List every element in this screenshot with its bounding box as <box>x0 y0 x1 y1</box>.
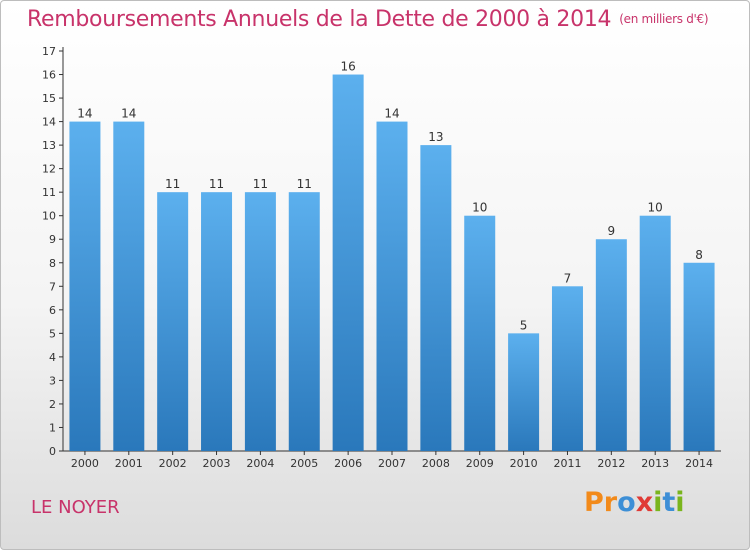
bar-2009 <box>464 215 496 451</box>
data-label-2014: 8 <box>695 248 703 262</box>
y-tick-label: 12 <box>42 163 56 176</box>
y-tick-label: 8 <box>49 257 56 270</box>
data-label-2008: 13 <box>428 130 443 144</box>
logo-letter: i <box>675 487 685 518</box>
bar-2003 <box>201 192 233 452</box>
y-tick-label: 0 <box>49 445 56 458</box>
bar-2010 <box>508 333 540 451</box>
x-tick-label: 2011 <box>553 457 581 470</box>
x-tick-label: 2000 <box>71 457 99 470</box>
x-tick-label: 2007 <box>378 457 406 470</box>
chart-title-text: Remboursements Annuels de la Dette de 20… <box>27 7 612 32</box>
y-tick-label: 14 <box>42 116 56 129</box>
logo-letter: x <box>635 487 654 518</box>
x-tick-label: 2014 <box>685 457 713 470</box>
bar-2014 <box>683 262 715 451</box>
data-label-2001: 14 <box>121 107 136 121</box>
x-tick-label: 2009 <box>466 457 494 470</box>
x-tick-label: 2001 <box>115 457 143 470</box>
y-tick-label: 15 <box>42 92 56 105</box>
y-tick-label: 16 <box>42 69 56 82</box>
bar-2008 <box>420 145 452 451</box>
bar-2012 <box>595 239 627 451</box>
data-label-2010: 5 <box>520 318 528 332</box>
data-label-2006: 16 <box>340 60 355 74</box>
data-label-2004: 11 <box>253 177 268 191</box>
chart-unit: (en milliers d'€) <box>619 12 709 26</box>
x-tick-label: 2013 <box>641 457 669 470</box>
y-tick-label: 17 <box>42 45 56 58</box>
y-tick-label: 7 <box>49 280 56 293</box>
x-tick-label: 2004 <box>246 457 274 470</box>
x-tick-label: 2012 <box>597 457 625 470</box>
logo-letter: t <box>662 487 676 518</box>
logo-letter: P <box>584 487 604 518</box>
place-name: LE NOYER <box>31 497 120 518</box>
x-tick-label: 2003 <box>203 457 231 470</box>
bar-2001 <box>113 121 145 452</box>
bar-2007 <box>376 121 408 452</box>
bar-2000 <box>69 121 101 452</box>
y-tick-label: 6 <box>49 304 56 317</box>
data-label-2012: 9 <box>608 224 616 238</box>
bar-2011 <box>551 286 583 451</box>
bar-2002 <box>157 192 189 452</box>
data-label-2002: 11 <box>165 177 180 191</box>
proxiti-logo: Proxiti <box>584 487 685 518</box>
bar-2005 <box>288 192 320 452</box>
bar-2006 <box>332 74 364 451</box>
logo-letter: i <box>653 487 663 518</box>
y-tick-label: 13 <box>42 139 56 152</box>
data-label-2000: 14 <box>77 107 92 121</box>
y-tick-label: 9 <box>49 233 56 246</box>
data-label-2013: 10 <box>648 201 663 215</box>
y-tick-label: 5 <box>49 327 56 340</box>
y-tick-label: 2 <box>49 398 56 411</box>
data-label-2011: 7 <box>564 271 572 285</box>
y-tick-label: 1 <box>49 421 56 434</box>
chart-title: Remboursements Annuels de la Dette de 20… <box>27 7 709 32</box>
x-tick-label: 2010 <box>510 457 538 470</box>
bar-2004 <box>244 192 276 452</box>
logo-letter: r <box>603 487 618 518</box>
logo-letter: o <box>617 487 636 518</box>
x-tick-label: 2002 <box>159 457 187 470</box>
y-tick-label: 11 <box>42 186 56 199</box>
y-tick-label: 3 <box>49 374 56 387</box>
data-label-2009: 10 <box>472 201 487 215</box>
y-tick-label: 4 <box>49 351 56 364</box>
data-label-2003: 11 <box>209 177 224 191</box>
data-label-2007: 14 <box>384 107 399 121</box>
x-tick-label: 2005 <box>290 457 318 470</box>
x-tick-label: 2008 <box>422 457 450 470</box>
bar-2013 <box>639 215 671 451</box>
data-label-2005: 11 <box>297 177 312 191</box>
y-tick-label: 10 <box>42 210 56 223</box>
x-tick-label: 2006 <box>334 457 362 470</box>
